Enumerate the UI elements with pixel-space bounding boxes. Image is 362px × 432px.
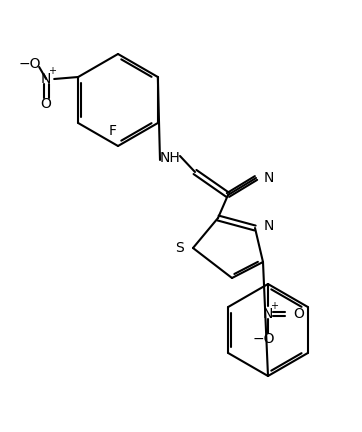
Text: +: +	[270, 301, 278, 311]
Text: F: F	[109, 124, 117, 138]
Text: −O: −O	[19, 57, 41, 71]
Text: −O: −O	[253, 332, 275, 346]
Text: NH: NH	[160, 151, 180, 165]
Text: O: O	[293, 307, 304, 321]
Text: +: +	[48, 66, 56, 76]
Text: O: O	[41, 97, 52, 111]
Text: S: S	[175, 241, 184, 255]
Text: N: N	[263, 307, 273, 321]
Text: N: N	[264, 219, 274, 233]
Text: N: N	[41, 72, 51, 86]
Text: N: N	[264, 171, 274, 185]
